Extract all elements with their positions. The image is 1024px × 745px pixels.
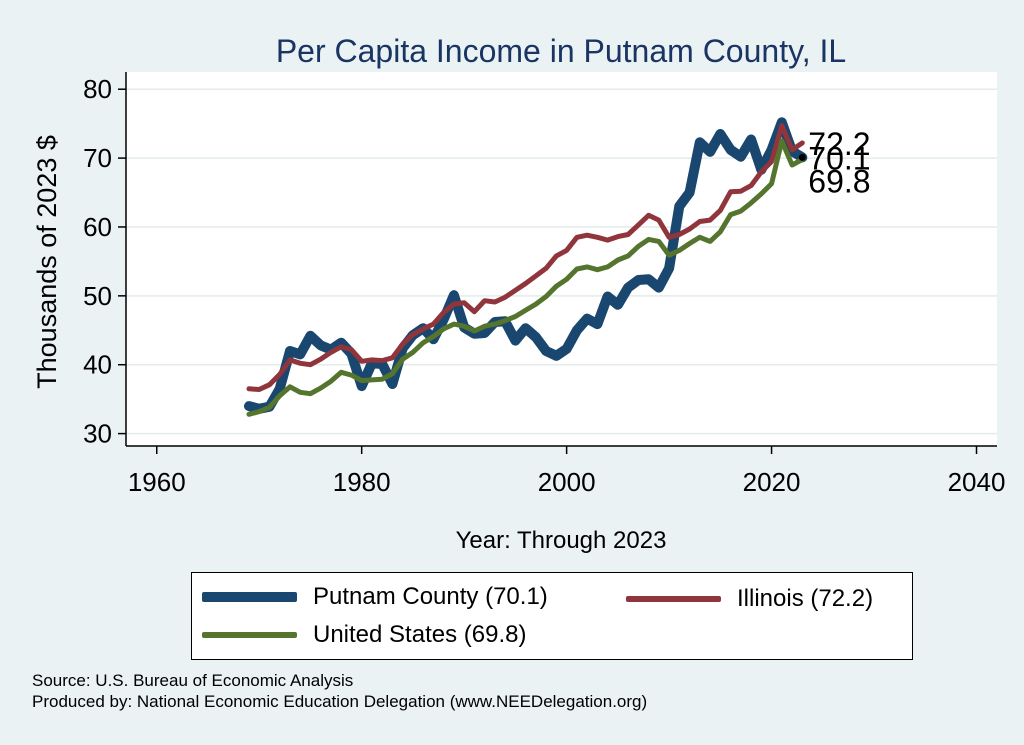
legend-swatch-us [202,632,297,638]
end-marker-putnam-county [798,153,806,161]
produced-by-line: Produced by: National Economic Education… [32,692,648,711]
series-line-united-states [246,138,805,417]
x-axis-label: Year: Through 2023 [456,527,667,554]
legend-item-putnam: Putnam County (70.1) [202,583,548,611]
x-tick-label: 2040 [948,467,1006,497]
legend-item-illinois: Illinois (72.2) [626,585,873,613]
y-tick-label: 50 [83,281,112,311]
end-label-illinois: 72.2 [808,126,870,162]
legend-label-putnam: Putnam County (70.1) [313,583,548,610]
x-tick-label: 1960 [128,467,186,497]
legend-label-illinois: Illinois (72.2) [737,585,874,612]
legend: Putnam County (70.1) Illinois (72.2) Uni… [191,572,913,660]
y-tick-label: 60 [83,212,112,242]
y-tick-label: 70 [83,143,112,173]
legend-item-us: United States (69.8) [202,621,526,649]
series-line-putnam-county [244,117,808,414]
legend-swatch-putnam [202,592,297,602]
axes: 30 40 50 60 70 80 1960 1980 2000 2020 2040 [83,72,1005,497]
x-tick-label: 2020 [743,467,801,497]
end-labels: 70.172.269.8 [798,126,871,199]
series-lines [244,117,808,417]
legend-label-us: United States (69.8) [313,621,527,648]
gridlines [126,88,997,435]
series-line-illinois [246,123,805,392]
chart-title: Per Capita Income in Putnam County, IL [276,33,846,69]
y-tick-label: 40 [83,350,112,380]
end-label-united-states: 69.8 [808,163,870,199]
x-tick-label: 1980 [333,467,391,497]
y-axis-label: Thousands of 2023 $ [32,135,62,389]
x-tick-label: 2000 [538,467,596,497]
legend-swatch-illinois [626,596,721,602]
end-label-putnam-county: 70.1 [808,140,870,176]
source-line: Source: U.S. Bureau of Economic Analysis [32,671,354,690]
y-tick-label: 30 [83,419,112,449]
y-tick-label: 80 [83,74,112,104]
